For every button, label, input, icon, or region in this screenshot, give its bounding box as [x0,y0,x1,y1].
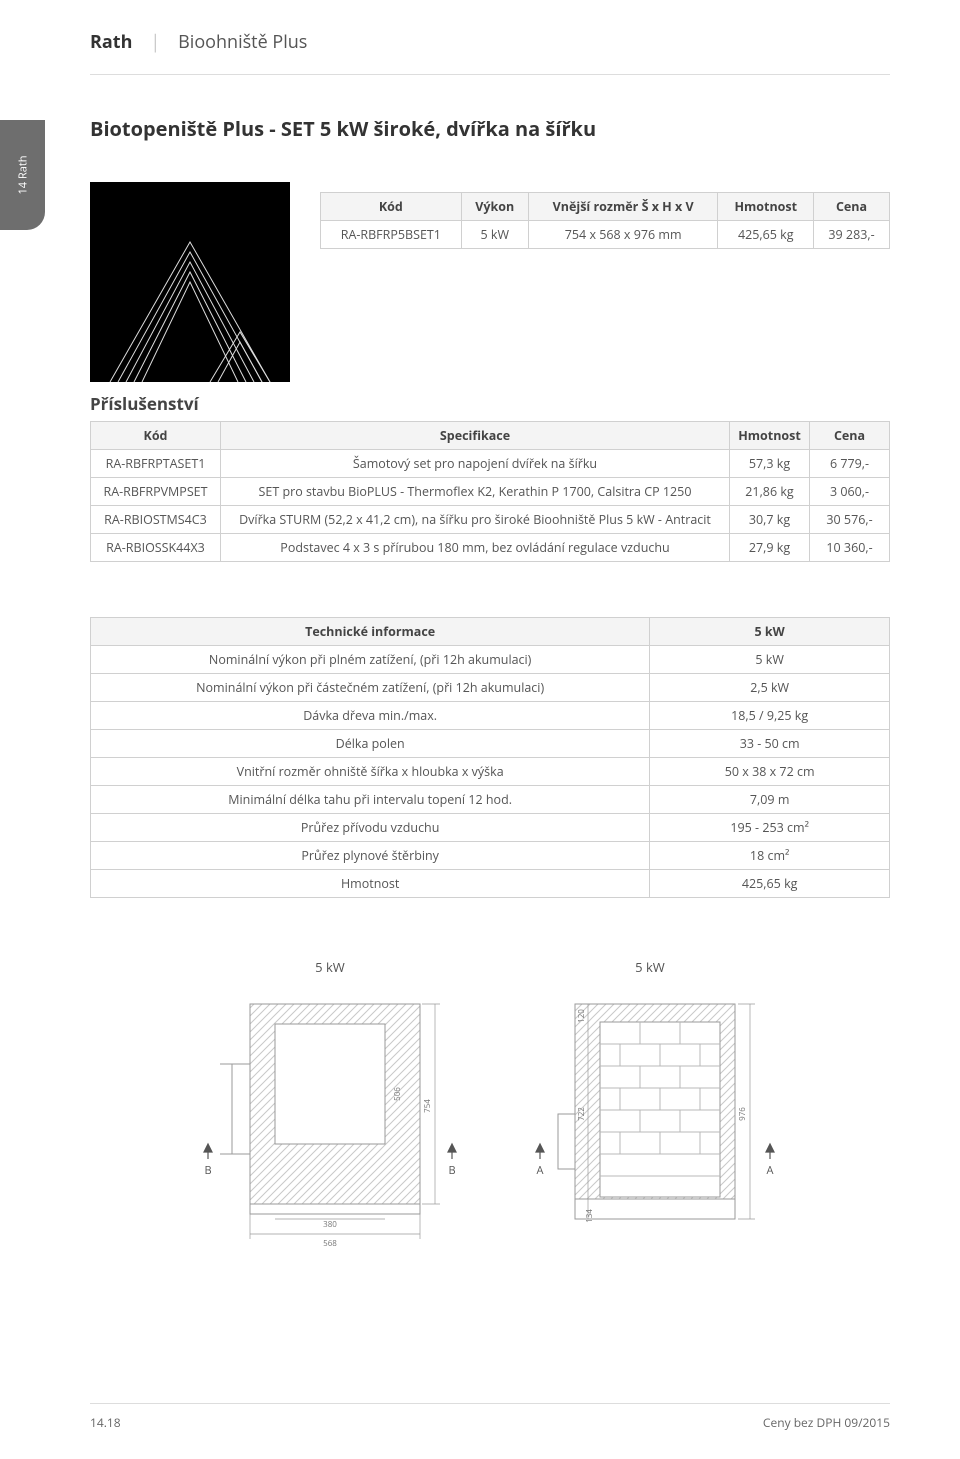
table-row: Průřez přívodu vzduchu195 - 253 cm² [91,814,890,842]
svg-text:506: 506 [392,1087,403,1101]
header-separator: | [150,30,160,54]
diagrams: 5 kW [90,958,890,1254]
page-header: Rath | Bioohniště Plus [90,30,890,74]
table-row: Minimální délka tahu při intervalu topen… [91,786,890,814]
svg-text:380: 380 [323,1219,337,1230]
th: Cena [814,193,890,221]
table-row: RA-RBIOSTMS4C3Dvířka STURM (52,2 x 41,2 … [91,506,890,534]
table-row: RA-RBFRPVMPSETSET pro stavbu BioPLUS - T… [91,478,890,506]
svg-text:134: 134 [584,1209,595,1223]
th: Vnější rozměr Š x H x V [528,193,718,221]
page-title: Biotopeniště Plus - SET 5 kW široké, dví… [90,115,890,142]
th: Výkon [461,193,528,221]
diagram-label-left: 5 kW [200,958,460,976]
table-row: Vnitřní rozměr ohniště šířka x hloubka x… [91,758,890,786]
side-tab-label: 14 Rath [15,155,30,194]
table-row: RA-RBFRP5BSET1 5 kW 754 x 568 x 976 mm 4… [321,221,890,249]
diagram-side: 976 120 722 134 [520,994,780,1254]
table-row: Délka polen33 - 50 cm [91,730,890,758]
accessories-title: Příslušenství [90,392,890,415]
table-row: Průřez plynové štěrbiny18 cm² [91,842,890,870]
header-section: Bioohniště Plus [178,30,307,54]
table-row: Nominální výkon při částečném zatížení, … [91,674,890,702]
product-image [90,182,290,382]
footer-note: Ceny bez DPH 09/2015 [763,1414,890,1431]
diagram-label-right: 5 kW [520,958,780,976]
main-table: Kód Výkon Vnější rozměr Š x H x V Hmotno… [320,192,890,249]
svg-text:A: A [537,1163,544,1178]
header-rule [90,74,890,75]
table-row: RA-RBFRPTASET1Šamotový set pro napojení … [91,450,890,478]
table-row: RA-RBIOSSK44X3Podstavec 4 x 3 s přírubou… [91,534,890,562]
table-row: Dávka dřeva min./max.18,5 / 9,25 kg [91,702,890,730]
accessories-table: Kód Specifikace Hmotnost Cena RA-RBFRPTA… [90,421,890,562]
table-row: Hmotnost425,65 kg [91,870,890,898]
page-footer: 14.18 Ceny bez DPH 09/2015 [90,1403,890,1431]
table-row: Nominální výkon při plném zatížení, (při… [91,646,890,674]
svg-text:B: B [448,1163,455,1178]
svg-text:754: 754 [422,1099,433,1113]
footer-page: 14.18 [90,1414,121,1431]
svg-text:568: 568 [323,1238,337,1249]
th: Kód [321,193,462,221]
svg-text:120: 120 [576,1009,587,1023]
diagram-front: 568 380 754 506 [200,994,460,1254]
brand: Rath [90,30,132,54]
svg-text:A: A [767,1163,774,1178]
th: Hmotnost [718,193,814,221]
svg-text:976: 976 [737,1107,748,1121]
side-tab: 14 Rath [0,120,45,230]
tech-table: Technické informace 5 kW Nominální výkon… [90,617,890,898]
svg-text:722: 722 [576,1107,587,1121]
svg-text:B: B [204,1163,211,1178]
